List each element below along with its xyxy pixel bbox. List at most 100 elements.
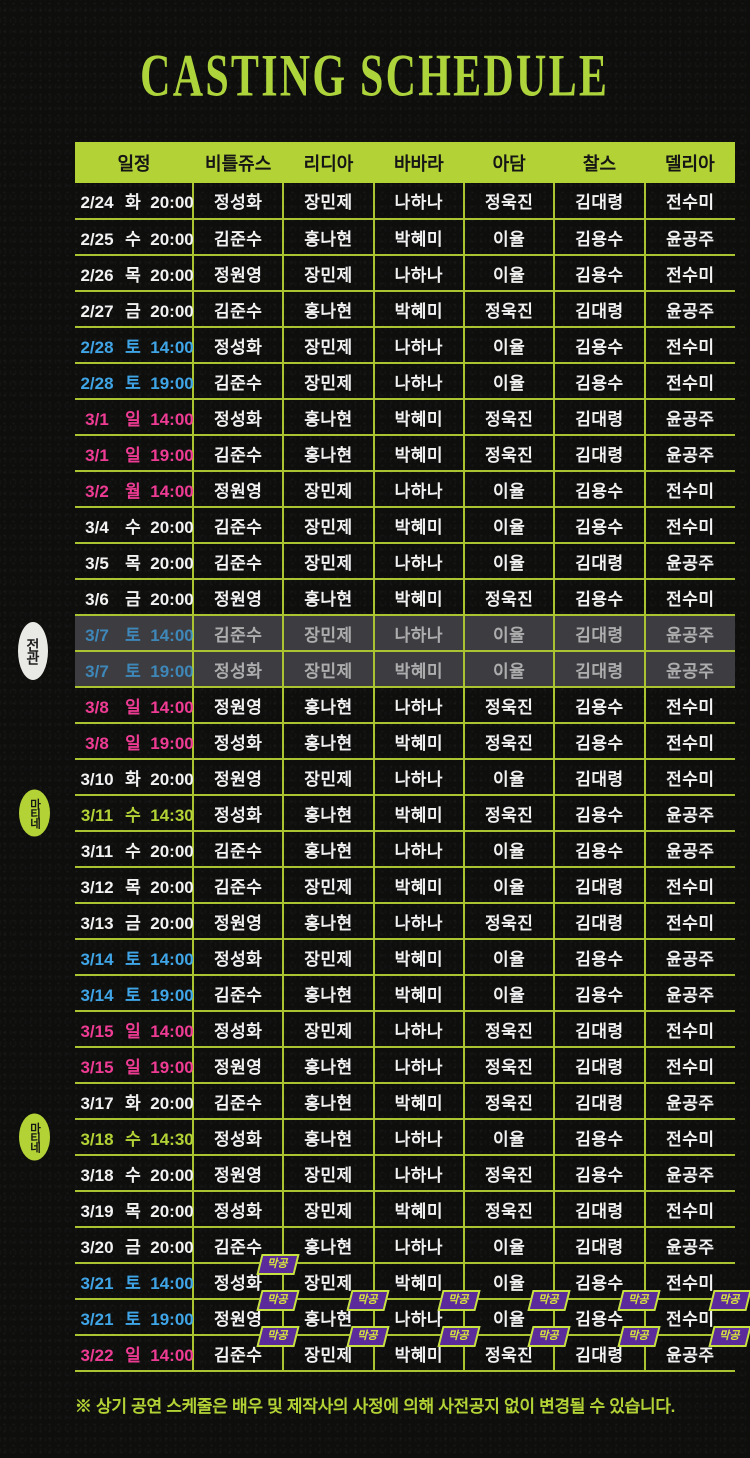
date-cell: 3/8 일 19:00 bbox=[75, 723, 194, 760]
cast-name: 윤공주 bbox=[666, 625, 715, 645]
cast-cell-adam: 정욱진 bbox=[463, 1011, 556, 1048]
cast-cell-beetlejuice: 정성화 bbox=[193, 1119, 285, 1156]
cast-name: 홍나현 bbox=[304, 1129, 353, 1149]
cast-cell-barbara: 나하나 bbox=[373, 759, 465, 796]
cast-cell-barbara: 박혜미 bbox=[373, 219, 465, 256]
cast-cell-beetlejuice: 정성화 bbox=[193, 327, 285, 364]
cast-name: 윤공주 bbox=[666, 841, 715, 861]
time-text: 19:00 bbox=[150, 1309, 194, 1329]
schedule-row: 3/6 금 20:00 정원영 홍나현 박혜미 정욱진 김용수 전수미 bbox=[75, 579, 735, 616]
schedule-row: 3/13 금 20:00 정원영 홍나현 나하나 정욱진 김대령 전수미 bbox=[75, 903, 735, 940]
day-of-week-text: 토 bbox=[125, 373, 141, 393]
day-of-week-text: 목 bbox=[125, 553, 141, 573]
schedule-row: 3/1 일 14:00 정성화 홍나현 박혜미 정욱진 김대령 윤공주 bbox=[75, 399, 735, 436]
cast-cell-delia: 윤공주 bbox=[644, 939, 735, 976]
cast-name: 나하나 bbox=[394, 769, 444, 789]
cast-name: 김대령 bbox=[575, 1237, 624, 1257]
cast-name: 윤공주 bbox=[666, 409, 715, 429]
cast-cell-adam: 이율 bbox=[463, 543, 556, 580]
schedule-row: 3/17 화 20:00 김준수 홍나현 박혜미 정욱진 김대령 윤공주 bbox=[75, 1083, 735, 1120]
schedule-row: 3/14 토 19:00 김준수 홍나현 박혜미 이율 김용수 윤공주 bbox=[75, 975, 735, 1012]
cast-name: 박혜미 bbox=[394, 661, 444, 681]
cast-name: 김준수 bbox=[213, 1345, 263, 1365]
cast-name: 이율 bbox=[493, 949, 526, 969]
date-text: 3/7 bbox=[85, 661, 109, 681]
cast-name: 윤공주 bbox=[666, 553, 715, 573]
date-cell: 3/19 목 20:00 bbox=[75, 1191, 194, 1228]
date-text: 3/11 bbox=[80, 841, 114, 861]
time-text: 20:00 bbox=[150, 229, 194, 249]
schedule-table: 일정 비틀쥬스 리디아 바바라 아담 찰스 델리아 2/24 화 20:00 정성화… bbox=[18, 142, 750, 1372]
cast-cell-adam: 정욱진 막공 bbox=[463, 1326, 571, 1372]
cast-name: 전수미 bbox=[666, 1129, 715, 1149]
cast-cell-delia: 윤공주 bbox=[644, 795, 735, 832]
cast-name: 장민제 bbox=[304, 625, 353, 645]
cast-name: 장민제 bbox=[304, 1201, 353, 1221]
cast-cell-delia: 윤공주 bbox=[644, 291, 735, 328]
cast-name: 김준수 bbox=[213, 229, 263, 249]
cast-name: 정욱진 bbox=[484, 1165, 534, 1185]
cast-name: 전수미 bbox=[666, 337, 715, 357]
cast-name: 이율 bbox=[493, 985, 526, 1005]
time-text: 14:00 bbox=[150, 481, 194, 501]
cast-name: 전수미 bbox=[666, 1057, 715, 1077]
date-cell: 3/22 일 14:00 bbox=[75, 1335, 194, 1372]
cast-name: 이율 bbox=[493, 877, 526, 897]
date-cell: 3/14 토 14:00 bbox=[75, 939, 194, 976]
date-cell: 3/7 토 14:00 bbox=[75, 615, 194, 652]
cast-cell-charles: 김대령 bbox=[554, 1083, 646, 1120]
cast-cell-adam: 이율 bbox=[463, 219, 556, 256]
cast-name: 나하나 bbox=[394, 841, 444, 861]
cast-cell-beetlejuice: 김준수 bbox=[193, 615, 285, 652]
cast-cell-adam: 정욱진 bbox=[463, 435, 556, 472]
day-of-week-text: 금 bbox=[125, 1237, 141, 1257]
cast-name: 정원영 bbox=[213, 265, 263, 285]
matinee-badge: 마티네 bbox=[19, 789, 50, 837]
cast-name: 박혜미 bbox=[394, 445, 444, 465]
cast-name: 박혜미 bbox=[394, 409, 444, 429]
cast-name: 윤공주 bbox=[666, 229, 715, 249]
last-show-badge: 막공 bbox=[527, 1326, 571, 1347]
cast-cell-delia: 전수미 bbox=[644, 903, 735, 940]
cast-name: 김대령 bbox=[575, 625, 624, 645]
last-show-badge: 막공 bbox=[527, 1290, 571, 1311]
date-cell: 2/27 금 20:00 bbox=[75, 291, 194, 328]
cast-cell-charles: 김용수 bbox=[554, 795, 646, 832]
date-cell: 3/15 일 19:00 bbox=[75, 1047, 194, 1084]
cast-name: 나하나 bbox=[394, 1165, 444, 1185]
cast-name: 장민제 bbox=[304, 481, 353, 501]
cast-name: 정욱진 bbox=[484, 1201, 534, 1221]
cast-name: 김준수 bbox=[213, 301, 263, 321]
cast-name: 홍나현 bbox=[304, 1237, 353, 1257]
cast-cell-delia: 전수미 bbox=[644, 759, 735, 796]
schedule-row: 2/24 화 20:00 정성화 장민제 나하나 정욱진 김대령 전수미 bbox=[75, 183, 735, 220]
date-cell: 3/10 화 20:00 bbox=[75, 759, 194, 796]
cast-name: 김준수 bbox=[213, 1093, 263, 1113]
cast-cell-beetlejuice: 김준수 막공 bbox=[193, 1326, 300, 1372]
date-cell: 3/1 일 19:00 bbox=[75, 435, 194, 472]
time-text: 19:00 bbox=[150, 661, 194, 681]
cast-cell-barbara: 박혜미 bbox=[373, 723, 465, 760]
cast-cell-delia: 윤공주 bbox=[644, 219, 735, 256]
column-header-delia: 델리아 bbox=[644, 142, 735, 183]
day-of-week-text: 화 bbox=[125, 1093, 141, 1113]
last-show-badge: 막공 bbox=[617, 1290, 662, 1311]
cast-name: 김준수 bbox=[213, 877, 263, 897]
cast-cell-charles: 김용수 bbox=[554, 687, 646, 724]
cast-name: 나하나 bbox=[394, 373, 444, 393]
cast-cell-delia: 전수미 bbox=[644, 1011, 735, 1048]
cast-name: 나하나 bbox=[394, 697, 444, 717]
cast-name: 박혜미 bbox=[394, 1345, 444, 1365]
cast-name: 김준수 bbox=[213, 553, 263, 573]
cast-cell-barbara: 박혜미 bbox=[373, 507, 465, 544]
cast-cell-beetlejuice: 김준수 bbox=[193, 867, 285, 904]
date-text: 3/17 bbox=[80, 1093, 114, 1113]
cast-cell-delia: 윤공주 bbox=[644, 1083, 735, 1120]
cast-name: 홍나현 bbox=[304, 301, 353, 321]
cast-cell-adam: 이율 bbox=[463, 867, 556, 904]
cast-name: 나하나 bbox=[394, 553, 444, 573]
cast-cell-barbara: 나하나 bbox=[373, 255, 465, 292]
schedule-row: 3/8 일 19:00 정성화 홍나현 박혜미 정욱진 김용수 전수미 bbox=[75, 723, 735, 760]
cast-name: 정원영 bbox=[213, 1057, 263, 1077]
cast-name: 장민제 bbox=[304, 193, 353, 212]
